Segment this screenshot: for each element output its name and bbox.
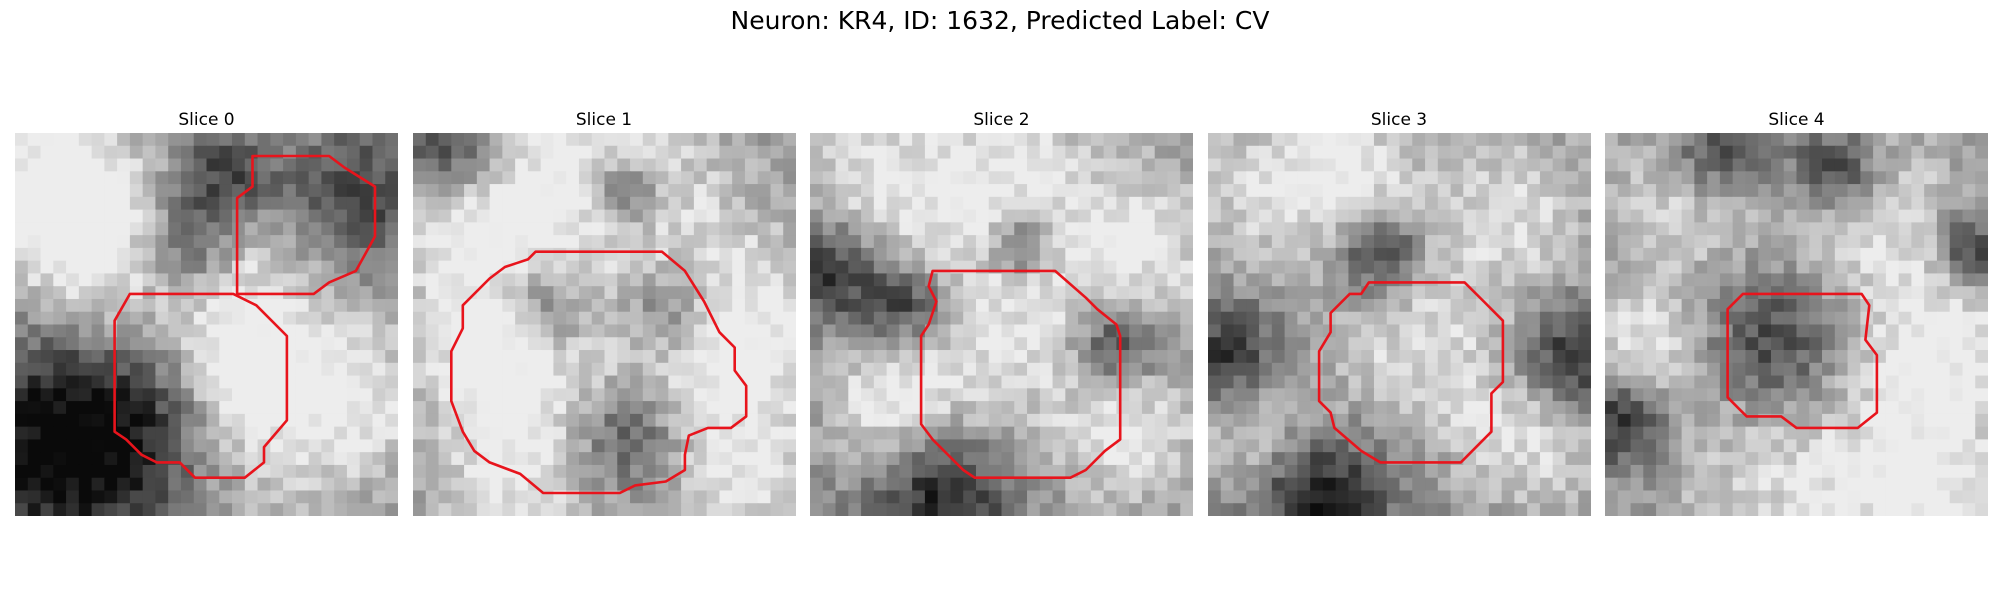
segmentation-contour-0 (235, 154, 377, 296)
slice-image (1605, 133, 1988, 516)
slice-pixels (810, 133, 1193, 516)
slice-pixels (1605, 133, 1988, 516)
slice-title: Slice 0 (178, 110, 235, 130)
slice-pixels (412, 133, 796, 516)
slice-pixels (15, 133, 398, 516)
figure-title: Neuron: KR4, ID: 1632, Predicted Label: … (730, 6, 1270, 35)
segmentation-contour-0 (1726, 292, 1879, 430)
slice-title: Slice 2 (973, 110, 1030, 130)
segmentation-contour-0 (449, 250, 748, 495)
slice-panel-3: Slice 3 (1207, 107, 1591, 516)
slice-panel-1: Slice 1 (412, 107, 796, 516)
slice-image (412, 133, 796, 516)
slice-image (1207, 133, 1591, 516)
segmentation-contour-1 (113, 292, 289, 480)
slice-image (15, 133, 398, 516)
slice-image (810, 133, 1193, 516)
slice-pixels (1207, 133, 1591, 516)
segmentation-contour-0 (1317, 281, 1504, 464)
slice-panel-0: Slice 0 (15, 107, 398, 516)
slice-panel-4: Slice 4 (1605, 107, 1988, 516)
slice-title: Slice 3 (1370, 110, 1428, 130)
slice-panel-2: Slice 2 (810, 107, 1193, 516)
slice-title: Slice 1 (575, 110, 633, 130)
segmentation-contour-0 (919, 269, 1122, 480)
slice-title: Slice 4 (1768, 110, 1825, 130)
